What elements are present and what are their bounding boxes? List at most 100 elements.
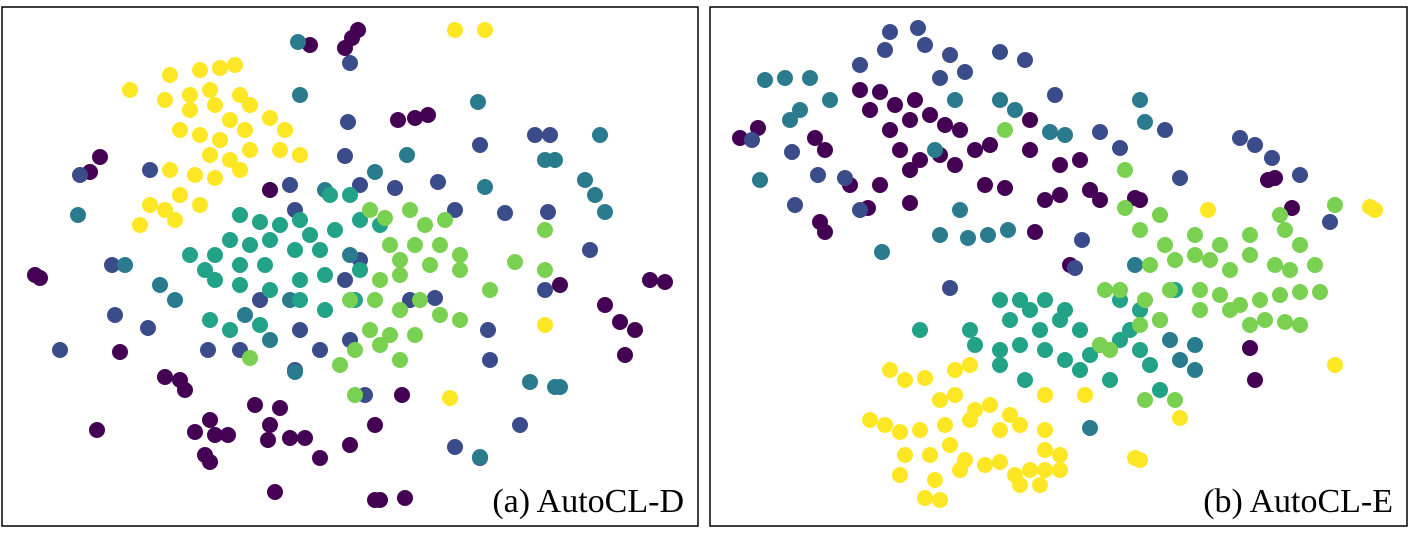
point (1137, 392, 1153, 408)
point (157, 92, 173, 108)
point (1167, 252, 1183, 268)
point (1162, 332, 1178, 348)
point (744, 132, 760, 148)
point (187, 167, 203, 183)
point (202, 454, 218, 470)
point (232, 277, 248, 293)
point (947, 92, 963, 108)
point (917, 490, 933, 506)
point (122, 82, 138, 98)
point (262, 417, 278, 433)
point (1032, 322, 1048, 338)
point (1142, 257, 1158, 273)
point (507, 254, 523, 270)
point (212, 132, 228, 148)
point (292, 272, 308, 288)
point (392, 352, 408, 368)
point (227, 57, 243, 73)
point (802, 70, 818, 86)
point (352, 212, 368, 228)
point (1132, 192, 1148, 208)
point (32, 270, 48, 286)
point (452, 247, 468, 263)
point (1000, 222, 1016, 238)
point (367, 417, 383, 433)
point (1022, 462, 1038, 478)
point (1242, 227, 1258, 243)
point (482, 282, 498, 298)
point (522, 374, 538, 390)
point (117, 257, 133, 273)
point (537, 282, 553, 298)
point (952, 202, 968, 218)
point (452, 262, 468, 278)
point (242, 350, 258, 366)
point (1222, 302, 1238, 318)
point (372, 272, 388, 288)
point (817, 142, 833, 158)
point (1002, 407, 1018, 423)
point (1152, 312, 1168, 328)
point (1267, 257, 1283, 273)
point (1072, 152, 1088, 168)
point (399, 147, 415, 163)
point (547, 152, 563, 168)
point (1200, 202, 1216, 218)
point (1157, 122, 1173, 138)
point (962, 322, 978, 338)
point (480, 322, 496, 338)
point (1242, 340, 1258, 356)
point (912, 322, 928, 338)
point (1137, 292, 1153, 308)
point (142, 197, 158, 213)
point (582, 242, 598, 258)
point (342, 187, 358, 203)
point (537, 222, 553, 238)
point (992, 454, 1008, 470)
point (262, 232, 278, 248)
point (232, 257, 248, 273)
point (1012, 417, 1028, 433)
point (472, 449, 488, 465)
point (992, 342, 1008, 358)
point (1292, 237, 1308, 253)
point (212, 60, 228, 76)
point (197, 262, 213, 278)
point (317, 267, 333, 283)
point (252, 292, 268, 308)
point (362, 322, 378, 338)
point (877, 417, 893, 433)
point (350, 22, 366, 38)
point (407, 110, 423, 126)
point (237, 307, 253, 323)
point (1022, 142, 1038, 158)
point (992, 357, 1008, 373)
point (192, 62, 208, 78)
point (597, 297, 613, 313)
point (1072, 322, 1088, 338)
point (104, 257, 120, 273)
point (1012, 337, 1028, 353)
point (282, 177, 298, 193)
point (72, 167, 88, 183)
point (242, 142, 258, 158)
point (497, 205, 513, 221)
point (382, 237, 398, 253)
point (1172, 170, 1188, 186)
point (1212, 237, 1228, 253)
point (1242, 247, 1258, 263)
point (422, 257, 438, 273)
point (1007, 102, 1023, 118)
point (1077, 387, 1093, 403)
point (1117, 162, 1133, 178)
point (302, 37, 318, 53)
point (1047, 87, 1063, 103)
point (1172, 352, 1188, 368)
point (200, 342, 216, 358)
point (477, 22, 493, 38)
point (1192, 302, 1208, 318)
point (1132, 342, 1148, 358)
point (1312, 284, 1328, 300)
point (912, 152, 928, 168)
point (874, 244, 890, 260)
